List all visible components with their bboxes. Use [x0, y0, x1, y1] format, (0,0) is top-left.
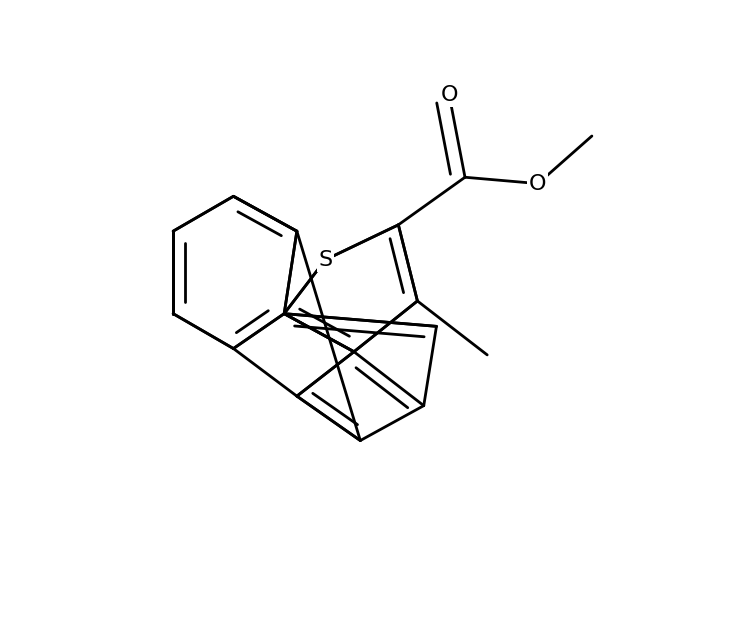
Text: O: O: [529, 173, 547, 193]
Text: O: O: [440, 84, 458, 105]
Text: S: S: [319, 250, 333, 269]
